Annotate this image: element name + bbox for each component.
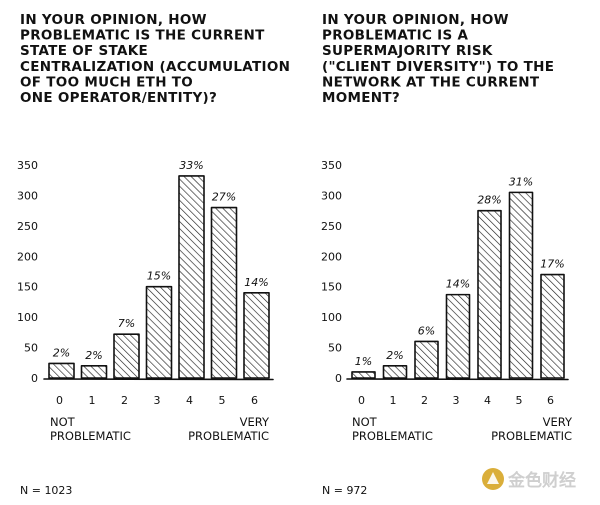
bar [243,291,270,379]
x-tick-label: 6 [251,394,258,407]
y-tick-label: 300 [321,189,342,202]
x-tick-label: 6 [547,394,554,407]
bar [80,365,108,379]
watermark: 金色财经 [482,468,576,491]
x-tick-label: 0 [56,394,63,407]
bar-value-label: 14% [446,278,470,291]
bar-value-label: 27% [212,191,236,204]
chart-title: IN YOUR OPINION, HOW PROBLEMATIC IS A SUPE… [322,12,554,106]
watermark-text: 金色财经 [507,470,576,491]
not-problematic-label: NOT PROBLEMATIC [352,415,433,443]
x-tick-label: 5 [516,394,523,407]
bar [382,365,408,379]
gold-coin-logo-icon [482,468,504,490]
y-tick-label: 0 [335,372,342,385]
very-problematic-label-line: VERY [240,415,270,429]
y-tick-label: 50 [24,342,38,355]
watermark-icon-mark [487,472,499,484]
y-tick-label: 300 [17,189,38,202]
chart-stake-centralization: IN YOUR OPINION, HOW PROBLEMATIC IS THE C… [17,12,290,497]
not-problematic-label-line: NOT [50,415,76,429]
x-tick-label: 1 [390,394,397,407]
chart-title-line: OF TOO MUCH ETH TO [20,74,193,90]
bar [48,362,75,379]
y-tick-label: 350 [17,159,38,172]
x-tick-label: 0 [358,394,365,407]
bar-value-label: 14% [244,276,268,289]
bar-value-label: 7% [118,317,135,330]
very-problematic-label-line: VERY [543,415,573,429]
bar-value-label: 2% [53,346,70,359]
bar-value-label: 15% [147,270,171,283]
chart-title-line: MOMENT? [322,90,400,106]
bar-value-label: 2% [85,349,102,362]
x-axis-line [43,378,274,381]
bar-value-label: 33% [179,159,203,172]
x-axis-line [346,378,569,381]
bar [414,340,439,379]
y-tick-label: 200 [321,250,342,263]
x-tick-label: 1 [89,394,96,407]
chart-title-line: IN YOUR OPINION, HOW [20,12,207,28]
very-problematic-label: VERY PROBLEMATIC [188,415,270,443]
bar-value-label: 17% [540,258,564,271]
x-tick-label: 4 [186,394,193,407]
bar [540,273,565,379]
chart-title-line: NETWORK AT THE CURRENT [322,74,540,90]
bar [477,209,502,379]
chart-title-line: SUPERMAJORITY RISK [322,43,493,59]
y-tick-label: 150 [17,281,38,294]
bar-value-label: 28% [477,194,501,207]
bar [113,333,140,379]
y-tick-label: 200 [17,250,38,263]
not-problematic-label-line: NOT [352,415,378,429]
chart-title-line: ("CLIENT DIVERSITY") TO THE [322,59,554,75]
y-tick-label: 250 [17,220,38,233]
very-problematic-label: VERY PROBLEMATIC [491,415,573,443]
chart-title-line: STATE OF STAKE [20,43,148,59]
x-tick-label: 3 [154,394,161,407]
not-problematic-label: NOT PROBLEMATIC [50,415,131,443]
bar [210,206,238,379]
bar [145,285,173,379]
sample-size-label: N = 972 [322,484,367,497]
very-problematic-label-line: PROBLEMATIC [188,429,269,443]
chart-title-line: PROBLEMATIC IS A [322,28,468,44]
x-tick-label: 2 [121,394,128,407]
very-problematic-label-line: PROBLEMATIC [491,429,572,443]
x-tick-label: 4 [484,394,491,407]
y-tick-label: 350 [321,159,342,172]
bar [508,191,534,379]
y-tick-label: 100 [321,311,342,324]
sample-size-label: N = 1023 [20,484,72,497]
y-tick-label: 0 [31,372,38,385]
y-tick-label: 150 [321,281,342,294]
not-problematic-label-line: PROBLEMATIC [352,429,433,443]
chart-title-line: PROBLEMATIC IS THE CURRENT [20,28,265,44]
y-tick-label: 50 [328,342,342,355]
bar [445,293,471,379]
chart-supermajority-risk: IN YOUR OPINION, HOW PROBLEMATIC IS A SUPE… [321,12,573,497]
chart-title: IN YOUR OPINION, HOW PROBLEMATIC IS THE C… [20,12,290,106]
chart-title-line: CENTRALIZATION (ACCUMULATION [20,59,290,75]
y-tick-label: 100 [17,311,38,324]
chart-title-line: ONE OPERATOR/ENTITY)? [20,90,217,106]
bar [178,175,205,379]
y-tick-label: 250 [321,220,342,233]
not-problematic-label-line: PROBLEMATIC [50,429,131,443]
bar-value-label: 6% [418,324,435,337]
x-tick-label: 3 [453,394,460,407]
bar-value-label: 31% [509,175,533,188]
bar-value-label: 2% [386,349,403,362]
x-tick-label: 5 [219,394,226,407]
x-tick-label: 2 [421,394,428,407]
bar-value-label: 1% [355,355,372,368]
chart-title-line: IN YOUR OPINION, HOW [322,12,509,28]
bar [351,371,376,379]
